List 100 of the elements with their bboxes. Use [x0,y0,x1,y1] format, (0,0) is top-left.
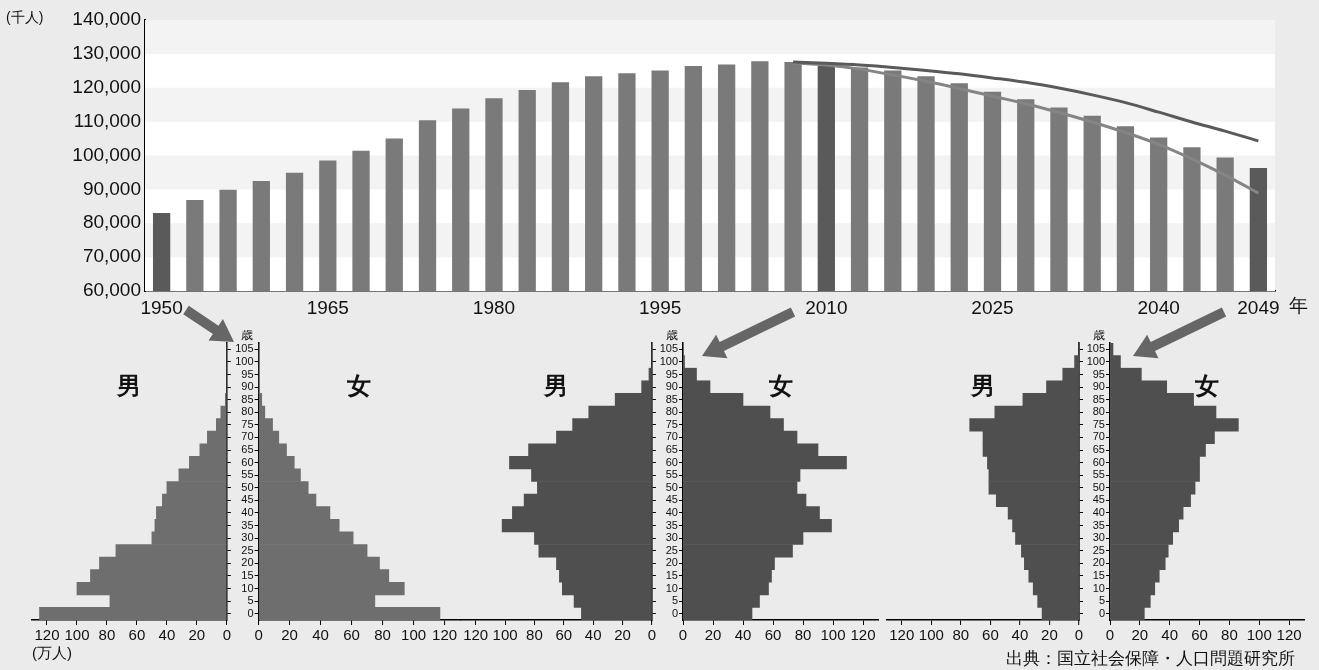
y-tick-label: 80 [241,405,254,418]
x-tick-label: 0 [1074,626,1083,644]
x-tick-label: 20 [1131,626,1149,644]
y-tick-label: 65 [666,443,679,456]
x-tick-label: 120 [1276,626,1302,644]
x-tick-label: 20 [280,626,298,644]
text: 男 [116,371,142,399]
x-tick-label: 40 [311,626,329,644]
x-tick-label: 60 [764,626,782,644]
x-tick-label: 100 [492,626,518,644]
x-tick-label: 80 [526,626,543,644]
x-tick-label: 40 [585,626,602,644]
x-tick-label: 0 [222,626,231,644]
y-tick-label: 85 [666,392,679,405]
y-tick-label: 70,000 [82,245,141,267]
y-tick-label: 75 [1092,417,1105,430]
y-tick-label: 50 [241,480,254,493]
x-tick-label: 80 [794,626,812,644]
y-tick-label: 0 [1098,606,1105,619]
y-tick-label: 25 [241,543,254,556]
text: 男 [543,371,569,399]
y-tick-label: 100,000 [72,143,141,165]
y-tick-label: 100 [1086,354,1105,367]
y-tick-label: 20 [1092,556,1105,569]
y-tick-label: 95 [1092,367,1105,380]
text: 女 [1194,371,1219,399]
y-tick-label: 20 [241,556,254,569]
text: 女 [767,371,793,399]
y-tick-label: 80,000 [82,211,141,233]
y-tick-label: 55 [1092,468,1105,481]
y-tick-label: 70 [241,430,254,443]
y-tick-label: 15 [666,568,679,581]
x-tick-label: 60 [555,626,573,644]
x-tick-label: 80 [952,626,969,644]
y-tick-label: 60 [1092,455,1105,468]
x-tick-label: 1980 [472,296,516,318]
source-note: 出典：国立社会保障・人口問題研究所 [1006,648,1295,670]
y-tick-label: 140,000 [72,8,141,30]
y-tick-label: 25 [666,543,679,556]
y-tick-label: 65 [241,443,254,456]
y-axis-title: (千人) [6,8,44,25]
y-tick-label: 50 [666,480,679,493]
text: 男 [969,371,995,399]
y-tick-label: 5 [1098,594,1105,607]
y-tick-label: 55 [666,468,679,481]
y-tick-label: 80 [666,405,679,418]
y-tick-label: 105 [659,342,679,355]
x-tick-label: 120 [850,626,876,644]
x-tick-label: 40 [1011,626,1029,644]
text: 女 [346,371,372,399]
x-tick-label: 2010 [805,296,848,318]
y-tick-label: 95 [241,367,254,380]
y-tick-label: 15 [1092,568,1105,581]
y-tick-label: 5 [672,594,679,607]
y-tick-label: 90 [1092,380,1105,393]
x-tick-label: 2025 [971,296,1014,318]
x-axis-title: (万人) [31,644,72,662]
x-tick-label: 60 [342,626,360,644]
x-tick-label: 100 [918,626,944,644]
y-tick-label: 25 [1092,543,1105,556]
x-tick-label: 20 [704,626,722,644]
x-tick-label: 0 [647,626,657,644]
x-tick-label: 40 [734,626,752,644]
x-tick-label: 20 [188,626,205,644]
y-tick-label: 105 [1086,342,1105,355]
x-tick-label: 1995 [639,296,682,318]
y-tick-label: 85 [241,392,254,405]
x-tick-label: 2049 [1237,296,1280,318]
x-tick-label: 120 [34,626,60,644]
y-tick-label: 70 [666,430,679,443]
y-axis-title: 歳 [665,328,678,343]
y-tick-label: 65 [1092,443,1105,456]
y-tick-label: 5 [247,594,254,607]
y-axis-title: 歳 [240,328,253,343]
y-tick-label: 40 [241,506,254,519]
y-tick-label: 75 [666,417,679,430]
y-tick-label: 35 [241,518,254,531]
x-tick-label: 20 [614,626,632,644]
y-tick-label: 0 [247,606,254,619]
x-tick-label: 100 [1246,626,1272,644]
x-tick-label: 120 [431,626,457,644]
x-tick-label: 80 [1221,626,1238,644]
y-tick-label: 45 [241,493,254,506]
x-tick-label: 120 [463,626,489,644]
x-tick-label: 100 [400,626,426,644]
y-tick-label: 55 [241,468,254,481]
x-tick-label: 60 [1191,626,1208,644]
x-tick-label: 20 [1040,626,1058,644]
y-tick-label: 40 [1092,506,1105,519]
y-tick-label: 40 [666,506,679,519]
y-tick-label: 15 [241,568,254,581]
x-tick-label: 2040 [1137,296,1180,318]
y-tick-label: 30 [241,531,254,544]
y-tick-label: 60 [666,455,679,468]
y-axis-title: 歳 [1092,328,1105,343]
y-tick-label: 30 [1092,531,1105,544]
x-axis-title: 年 [1289,295,1308,317]
y-tick-label: 120,000 [72,75,141,97]
y-tick-label: 80 [1092,405,1105,418]
y-tick-label: 90 [241,380,254,393]
